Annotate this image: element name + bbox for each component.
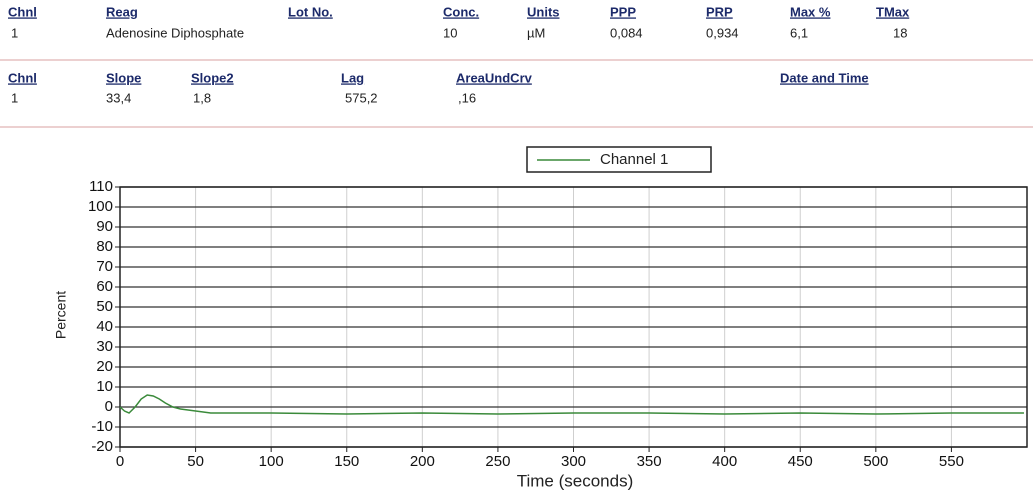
y-tick-label: 80 <box>96 238 113 255</box>
cell-value: 1,8 <box>193 90 211 105</box>
x-tick-label: 450 <box>788 453 813 470</box>
cell-value: 1 <box>11 90 18 105</box>
cell-value: 18 <box>893 25 907 40</box>
column-header: Chnl <box>8 70 37 85</box>
y-tick-label: 60 <box>96 278 113 295</box>
x-axis-label: Time (seconds) <box>517 471 634 490</box>
column-header: Slope2 <box>191 70 234 85</box>
x-tick-label: 100 <box>259 453 284 470</box>
y-tick-label: 110 <box>89 178 113 195</box>
column-header: Max % <box>790 4 831 19</box>
y-tick-label: 50 <box>96 298 113 315</box>
column-header: AreaUndCrv <box>456 70 533 85</box>
x-tick-label: 300 <box>561 453 586 470</box>
cell-value: 0,934 <box>706 25 739 40</box>
cell-value: 0,084 <box>610 25 643 40</box>
cell-value: ,16 <box>458 90 476 105</box>
y-tick-label: 20 <box>96 358 113 375</box>
y-tick-label: 40 <box>96 318 113 335</box>
cell-value: 1 <box>11 25 18 40</box>
y-tick-label: -20 <box>91 438 113 455</box>
column-header: Lag <box>341 70 364 85</box>
cell-value: 575,2 <box>345 90 378 105</box>
cell-value: 10 <box>443 25 457 40</box>
x-tick-label: 0 <box>116 453 124 470</box>
x-tick-label: 350 <box>637 453 662 470</box>
column-header: PPP <box>610 4 636 19</box>
column-header: Conc. <box>443 4 479 19</box>
column-header: Slope <box>106 70 141 85</box>
x-tick-label: 400 <box>712 453 737 470</box>
x-tick-label: 550 <box>939 453 964 470</box>
y-tick-label: 100 <box>88 198 113 215</box>
y-tick-label: -10 <box>91 418 113 435</box>
y-tick-label: 90 <box>96 218 113 235</box>
y-tick-label: 10 <box>96 378 113 395</box>
data-line <box>119 394 1024 415</box>
column-header: Chnl <box>8 4 37 19</box>
cell-value: 33,4 <box>106 90 131 105</box>
cell-value: Adenosine Diphosphate <box>106 25 244 40</box>
column-header: PRP <box>706 4 733 19</box>
y-axis-label: Percent <box>53 291 69 339</box>
column-header: Lot No. <box>288 4 333 19</box>
x-tick-label: 200 <box>410 453 435 470</box>
cell-value: 6,1 <box>790 25 808 40</box>
y-tick-label: 0 <box>105 398 113 415</box>
column-header: Date and Time <box>780 70 869 85</box>
x-tick-label: 250 <box>485 453 510 470</box>
column-header: Units <box>527 4 560 19</box>
x-tick-label: 50 <box>187 453 204 470</box>
column-header: Reag <box>106 4 138 19</box>
legend-label: Channel 1 <box>600 151 668 168</box>
y-tick-label: 70 <box>96 258 113 275</box>
x-tick-label: 150 <box>334 453 359 470</box>
column-header: TMax <box>876 4 910 19</box>
plot-frame <box>119 186 1028 448</box>
cell-value: µM <box>527 25 545 40</box>
y-tick-label: 30 <box>96 338 113 355</box>
x-tick-label: 500 <box>863 453 888 470</box>
